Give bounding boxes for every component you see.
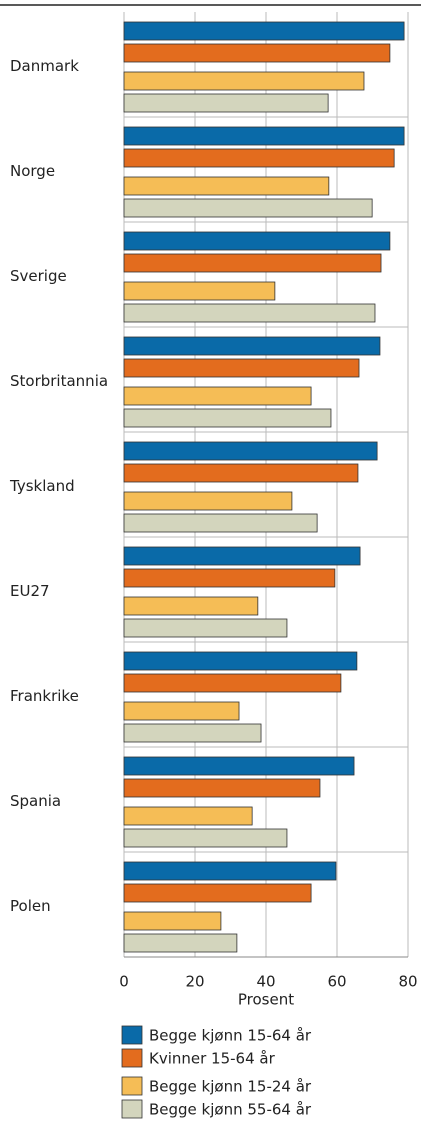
legend-swatch (121, 1076, 143, 1096)
bar (123, 911, 222, 931)
bar (123, 568, 336, 588)
bar (123, 148, 395, 168)
legend-swatch (121, 1048, 143, 1068)
bar (123, 513, 318, 533)
bar (123, 673, 342, 693)
legend-label: Begge kjønn 55-64 år (149, 1101, 312, 1119)
bar (123, 281, 276, 301)
bar (123, 176, 330, 196)
y-tick-label: Danmark (10, 57, 79, 75)
bar (123, 546, 361, 566)
bar (123, 651, 358, 671)
bar (123, 723, 262, 743)
bar (123, 358, 360, 378)
bar (123, 861, 337, 881)
bar (123, 618, 288, 638)
legend-swatch (121, 1099, 143, 1119)
bar (123, 198, 373, 218)
y-tick-label: EU27 (10, 582, 50, 600)
x-tick-label: 40 (256, 973, 275, 991)
bar (123, 778, 321, 798)
y-tick-label: Norge (10, 162, 55, 180)
x-tick-label: 0 (119, 973, 129, 991)
bar (123, 303, 376, 323)
x-tick-label: 80 (398, 973, 417, 991)
bar (123, 756, 355, 776)
bar (123, 806, 253, 826)
bar (123, 43, 391, 63)
x-axis-label: Prosent (238, 991, 294, 1009)
bar (123, 883, 312, 903)
x-tick-label: 60 (327, 973, 346, 991)
bar (123, 828, 288, 848)
bar (123, 441, 378, 461)
legend-label: Kvinner 15-64 år (149, 1050, 276, 1068)
bar (123, 126, 405, 146)
bar (123, 386, 312, 406)
bar (123, 253, 382, 273)
legend-label: Begge kjønn 15-64 år (149, 1027, 312, 1045)
legend-label: Begge kjønn 15-24 år (149, 1078, 312, 1096)
bar (123, 21, 405, 41)
y-tick-label: Polen (10, 897, 51, 915)
bar (123, 491, 293, 511)
bar (123, 596, 259, 616)
y-tick-label: Tyskland (9, 477, 75, 495)
bar (123, 463, 359, 483)
y-tick-label: Spania (10, 792, 61, 810)
y-tick-label: Sverige (10, 267, 67, 285)
bar (123, 336, 381, 356)
x-tick-label: 20 (185, 973, 204, 991)
bar (123, 701, 240, 721)
bar (123, 408, 332, 428)
legend-swatch (121, 1025, 143, 1045)
y-tick-label: Frankrike (10, 687, 79, 705)
bar (123, 71, 365, 91)
bar (123, 93, 329, 113)
bar (123, 933, 238, 953)
bar (123, 231, 391, 251)
y-tick-label: Storbritannia (10, 372, 108, 390)
